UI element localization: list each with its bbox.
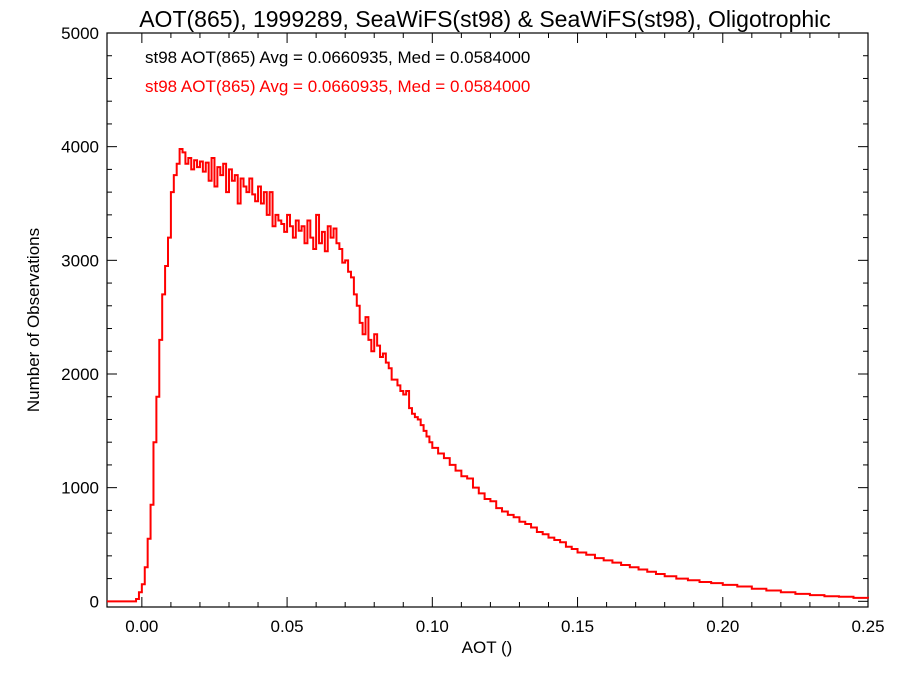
x-tick-label: 0.15	[561, 617, 594, 636]
x-tick-label: 0.00	[125, 617, 158, 636]
y-tick-label: 0	[90, 592, 99, 611]
histogram-series-0	[107, 147, 869, 603]
y-tick-label: 5000	[61, 24, 99, 43]
legend-entry-black: st98 AOT(865) Avg = 0.0660935, Med = 0.0…	[145, 48, 530, 67]
y-tick-label: 4000	[61, 138, 99, 157]
y-tick-label: 1000	[61, 479, 99, 498]
x-tick-label: 0.10	[416, 617, 449, 636]
x-tick-label: 0.25	[851, 617, 884, 636]
y-tick-label: 3000	[61, 251, 99, 270]
x-axis-title: AOT ()	[462, 638, 513, 657]
x-tick-label: 0.20	[706, 617, 739, 636]
x-axis: 0.00 0.05 0.10 0.15 0.20 0.25	[125, 33, 885, 636]
legend-entry-red: st98 AOT(865) Avg = 0.0660935, Med = 0.0…	[145, 77, 530, 96]
x-tick-label: 0.05	[271, 617, 304, 636]
y-axis: 0 1000 2000 3000 4000 5000	[61, 24, 868, 611]
chart-title: AOT(865), 1999289, SeaWiFS(st98) & SeaWi…	[139, 6, 831, 32]
plot-frame	[106, 32, 869, 608]
y-axis-title: Number of Observations	[24, 228, 43, 412]
y-tick-label: 2000	[61, 365, 99, 384]
series-layer	[107, 147, 869, 603]
